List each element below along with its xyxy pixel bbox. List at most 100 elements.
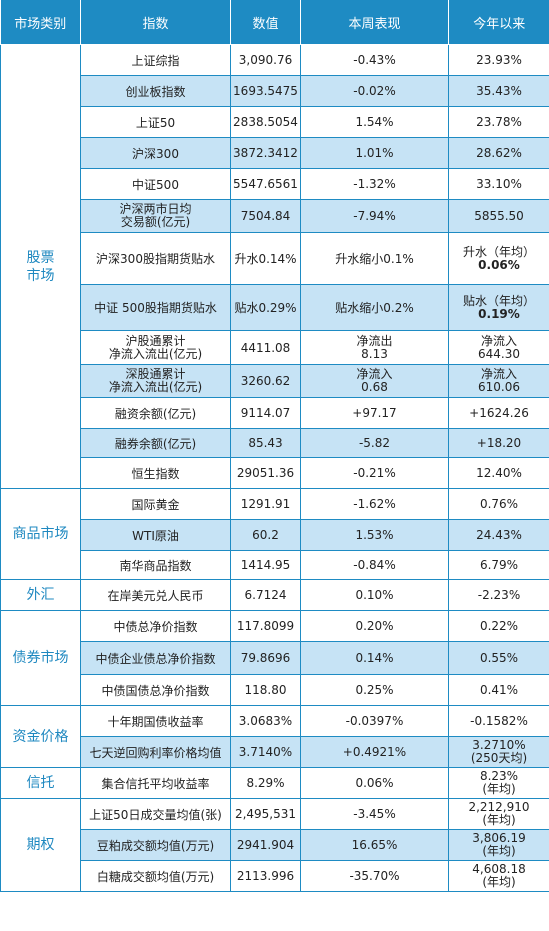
ytd-line: 0.06% [478,257,520,272]
ytd-cell: -0.1582% [448,705,549,737]
ytd-line: 2,212,910 [468,800,530,814]
value-cell: 3.7140% [230,736,301,768]
ytd-cell: 净流入 610.06 [448,364,549,398]
category-label: 资金价格 [12,728,69,745]
week-cell: -5.82 [300,428,449,458]
index-cell: 融资余额(亿元) [80,397,231,429]
category-label: 信托 [26,775,55,791]
table-row: 恒生指数 29051.36 -0.21% 12.40% [1,457,549,489]
header-value: 数值 [230,0,301,45]
table-row: 中证500 5547.6561 -1.32% 33.10% [1,168,549,200]
table-row: 债券市场 中债总净价指数 117.8099 0.20% 0.22% [0,610,549,706]
week-cell: -0.21% [300,457,449,489]
index-cell: 沪深300股指期货贴水 [80,232,231,285]
ytd-line: 610.06 [478,380,520,394]
value-cell: 3.0683% [230,705,301,737]
index-cell: 中债企业债总净价指数 [80,641,231,675]
ytd-line: (年均) [482,813,516,827]
index-cell: 集合信托平均收益率 [80,767,231,799]
index-cell: 十年期国债收益率 [80,705,231,737]
value-cell: 3872.3412 [230,137,301,169]
index-cell: 沪深两市日均 交易额(亿元) [80,199,231,233]
category-label: 市场 [26,267,55,284]
header-row: 市场类别 指数 数值 本周表现 今年以来 [0,0,549,45]
week-cell: 1.01% [300,137,449,169]
ytd-line: 升水（年均） [462,244,535,259]
table-row: 沪深300 3872.3412 1.01% 28.62% [1,137,549,169]
value-cell: 79.8696 [230,641,301,675]
category-cell: 股票 市场 [0,44,81,489]
value-cell: 9114.07 [230,397,301,429]
ytd-line: 3,806.19 [472,831,526,845]
ytd-line: 3.2710% [472,738,526,752]
ytd-cell: 0.41% [448,674,549,706]
ytd-cell: 24.43% [448,519,549,551]
ytd-line: (250天均) [470,751,528,765]
week-line: 净流出 [356,333,393,348]
index-cell: 豆粕成交额均值(万元) [80,829,231,861]
week-cell: -0.84% [300,550,449,580]
value-cell: 85.43 [230,428,301,458]
header-ytd: 今年以来 [448,0,549,45]
week-cell: -7.94% [300,199,449,233]
ytd-line: 4,608.18 [472,862,526,876]
week-cell: 0.10% [300,579,449,611]
week-cell: +0.4921% [300,736,449,768]
week-cell: 净流出 8.13 [300,330,449,365]
index-cell: 中债总净价指数 [80,610,231,642]
value-cell: 1693.5475 [230,75,301,107]
table-row: 中证 500股指期货贴水 贴水0.29% 贴水缩小0.2% 贴水（年均） 0.19% [1,284,549,331]
ytd-cell: 23.93% [448,44,549,76]
index-line: 深股通累计 [125,367,186,381]
header-category: 市场类别 [0,0,81,45]
value-cell: 5547.6561 [230,168,301,200]
week-cell: -3.45% [300,798,449,830]
table-row: 中债国债总净价指数 118.80 0.25% 0.41% [1,674,549,706]
ytd-cell: 5855.50 [448,199,549,233]
value-cell: 2941.904 [230,829,301,861]
table-row: 白糖成交额均值(万元) 2113.996 -35.70% 4,608.18 (年均) [1,860,549,892]
ytd-line: 0.19% [478,306,520,321]
week-cell: -0.0397% [300,705,449,737]
table-row: 信托 集合信托平均收益率 8.29% 0.06% 8.23% (年均) [0,767,549,799]
ytd-line: 644.30 [478,346,520,361]
category-cell: 外汇 [0,579,81,611]
index-cell: 国际黄金 [80,488,231,520]
value-cell: 118.80 [230,674,301,706]
value-cell: 60.2 [230,519,301,551]
table-row: 沪深两市日均 交易额(亿元) 7504.84 -7.94% 5855.50 [1,199,549,233]
value-cell: 4411.08 [230,330,301,365]
index-cell: 恒生指数 [80,457,231,489]
index-cell: 上证50日成交量均值(张) [80,798,231,830]
market-summary-table: 市场类别 指数 数值 本周表现 今年以来 股票 市场 上证综指 3,090.76 -0.… [0,0,549,892]
ytd-cell: 28.62% [448,137,549,169]
index-cell: 沪股通累计 净流入流出(亿元) [80,330,231,365]
ytd-cell: 12.40% [448,457,549,489]
table-row: 沪深300股指期货贴水 升水0.14% 升水缩小0.1% 升水（年均） 0.06% [1,232,549,285]
ytd-cell: 33.10% [448,168,549,200]
week-line: 0.68 [361,380,388,394]
week-cell: 1.53% [300,519,449,551]
category-cell: 资金价格 [0,705,81,768]
week-line: 8.13 [361,346,388,361]
week-cell: 0.06% [300,767,449,799]
category-cell: 商品市场 [0,488,81,580]
index-cell: 中证 500股指期货贴水 [80,284,231,331]
ytd-line: 净流入 [480,367,517,381]
index-cell: 上证综指 [80,44,231,76]
ytd-cell: 8.23% (年均) [448,767,549,799]
value-cell: 1291.91 [230,488,301,520]
index-cell: 中证500 [80,168,231,200]
value-cell: 2838.5054 [230,106,301,138]
index-cell: WTI原油 [80,519,231,551]
ytd-cell: 3.2710% (250天均) [448,736,549,768]
category-cell: 期权 [0,798,81,892]
value-cell: 升水0.14% [230,232,301,285]
week-cell: 16.65% [300,829,449,861]
table-row: 沪股通累计 净流入流出(亿元) 4411.08 净流出 8.13 净流入 644.30 [1,330,549,365]
week-line: 净流入 [356,367,393,381]
ytd-cell: 6.79% [448,550,549,580]
value-cell: 7504.84 [230,199,301,233]
value-cell: 2,495,531 [230,798,301,830]
index-cell: 上证50 [80,106,231,138]
